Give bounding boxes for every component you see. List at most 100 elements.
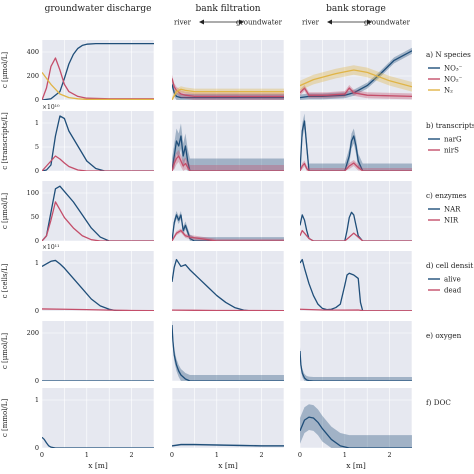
arrow-label-right-2: groundwater	[364, 19, 411, 27]
y-axis-label-e: c [μmol/L]	[1, 333, 9, 370]
x-tick-label: 1	[85, 451, 89, 459]
series-line-NO₂⁻	[172, 78, 284, 98]
y-axis-label-d: c [cells/L]	[1, 263, 9, 298]
series-group	[172, 123, 284, 171]
series-line-NIR	[42, 201, 154, 241]
series-line-narG	[172, 135, 284, 171]
series-band-narG	[300, 113, 412, 171]
y-tick-label-e: 200	[27, 329, 39, 337]
series-line-N₂	[172, 88, 284, 100]
y-tick-label-a: 400	[27, 48, 39, 56]
series-line-N₂	[300, 69, 412, 88]
series-line-oxygen	[300, 350, 412, 381]
panel-background	[172, 40, 284, 100]
panel-background	[172, 111, 284, 171]
panel-f-1	[171, 388, 285, 449]
y-axis-label-f: c [mmol/L]	[1, 399, 9, 438]
panel-c-2	[299, 181, 413, 242]
series-line-NO₃⁻	[172, 84, 284, 99]
x-tick-label: 2	[130, 451, 134, 459]
column-title-2: bank storage	[326, 4, 386, 14]
row-title-b: b) transcripts	[426, 121, 474, 130]
series-line-NAR	[42, 185, 154, 241]
series-group	[42, 115, 154, 171]
y-tick-label-b: 1	[35, 119, 39, 127]
panel-background	[42, 251, 154, 311]
panel-background	[42, 40, 154, 100]
panel-c-1	[171, 181, 285, 242]
panel-background	[300, 111, 412, 171]
series-band-narG	[172, 123, 284, 171]
panel-background	[300, 388, 412, 448]
series-group	[172, 443, 284, 447]
y-axis-label-b: c [transcripts/L]	[1, 112, 9, 170]
y-exponent-label-d: ×10¹¹	[42, 244, 59, 251]
series-group	[300, 113, 412, 171]
panel-background	[42, 321, 154, 381]
legend-label-NO₂⁻: NO₂⁻	[444, 76, 463, 84]
y-axis-label-a: c [μmol/L]	[1, 52, 9, 89]
legend-label-dead: dead	[444, 287, 462, 295]
y-tick-label-d: 0	[35, 307, 39, 315]
panel-b-1	[171, 111, 285, 172]
panel-e-1	[171, 321, 285, 382]
flow-arrow-head-right-2	[367, 19, 372, 25]
y-tick-label-c: 50	[31, 213, 39, 221]
arrow-label-left-1: river	[174, 19, 192, 27]
panel-c-0	[41, 181, 155, 242]
x-tick-label: 1	[215, 451, 219, 459]
legend-label-narG: narG	[444, 136, 462, 144]
series-group	[172, 74, 284, 100]
series-line-nirS	[300, 162, 412, 171]
x-tick-label: 1	[343, 451, 347, 459]
series-group	[172, 258, 284, 311]
series-line-DOC	[172, 443, 284, 447]
x-tick-label: 2	[388, 451, 392, 459]
y-tick-label-e: 0	[35, 377, 39, 385]
panel-e-0	[41, 321, 155, 382]
panel-e-2	[299, 321, 413, 382]
series-line-dead	[42, 308, 154, 311]
series-line-nirS	[172, 155, 284, 171]
series-group	[172, 321, 284, 381]
panel-background	[300, 321, 412, 381]
series-band-NIR	[172, 228, 284, 241]
panel-f-2	[299, 388, 413, 449]
panel-d-2	[299, 251, 413, 312]
series-group	[42, 185, 154, 241]
arrow-label-left-2: river	[302, 19, 320, 27]
panel-a-1	[171, 40, 285, 101]
series-band-oxygen	[172, 321, 284, 381]
series-line-NIR	[172, 229, 284, 241]
flow-arrow-head-left-1	[199, 19, 204, 25]
panel-background	[42, 181, 154, 241]
series-line-NIR	[300, 229, 412, 241]
y-tick-label-a: 0	[35, 96, 39, 104]
series-line-NO₂⁻	[300, 87, 412, 98]
series-group	[172, 211, 284, 241]
series-group	[300, 47, 412, 100]
panel-background	[42, 388, 154, 448]
legend-label-NIR: NIR	[444, 217, 459, 225]
y-tick-label-f: 1	[35, 396, 39, 404]
row-title-e: e) oxygen	[426, 331, 462, 340]
panel-f-0	[41, 388, 155, 449]
panel-background	[172, 251, 284, 311]
panel-background	[172, 321, 284, 381]
column-title-1: bank filtration	[195, 4, 260, 14]
series-line-narG	[300, 120, 412, 171]
row-title-c: c) enzymes	[426, 191, 467, 200]
row-title-a: a) N species	[426, 50, 471, 59]
series-group	[300, 347, 412, 381]
series-band-NO₃⁻	[172, 80, 284, 100]
legend-label-alive: alive	[444, 276, 461, 284]
x-tick-label: 0	[170, 451, 174, 459]
series-line-nirS	[42, 155, 154, 171]
legend-label-N₂: N₂	[444, 87, 453, 95]
series-band-DOC	[300, 404, 412, 448]
panel-a-2	[299, 40, 413, 101]
panel-a-0	[41, 40, 155, 101]
series-line-NAR	[172, 214, 284, 241]
series-group	[300, 404, 412, 448]
